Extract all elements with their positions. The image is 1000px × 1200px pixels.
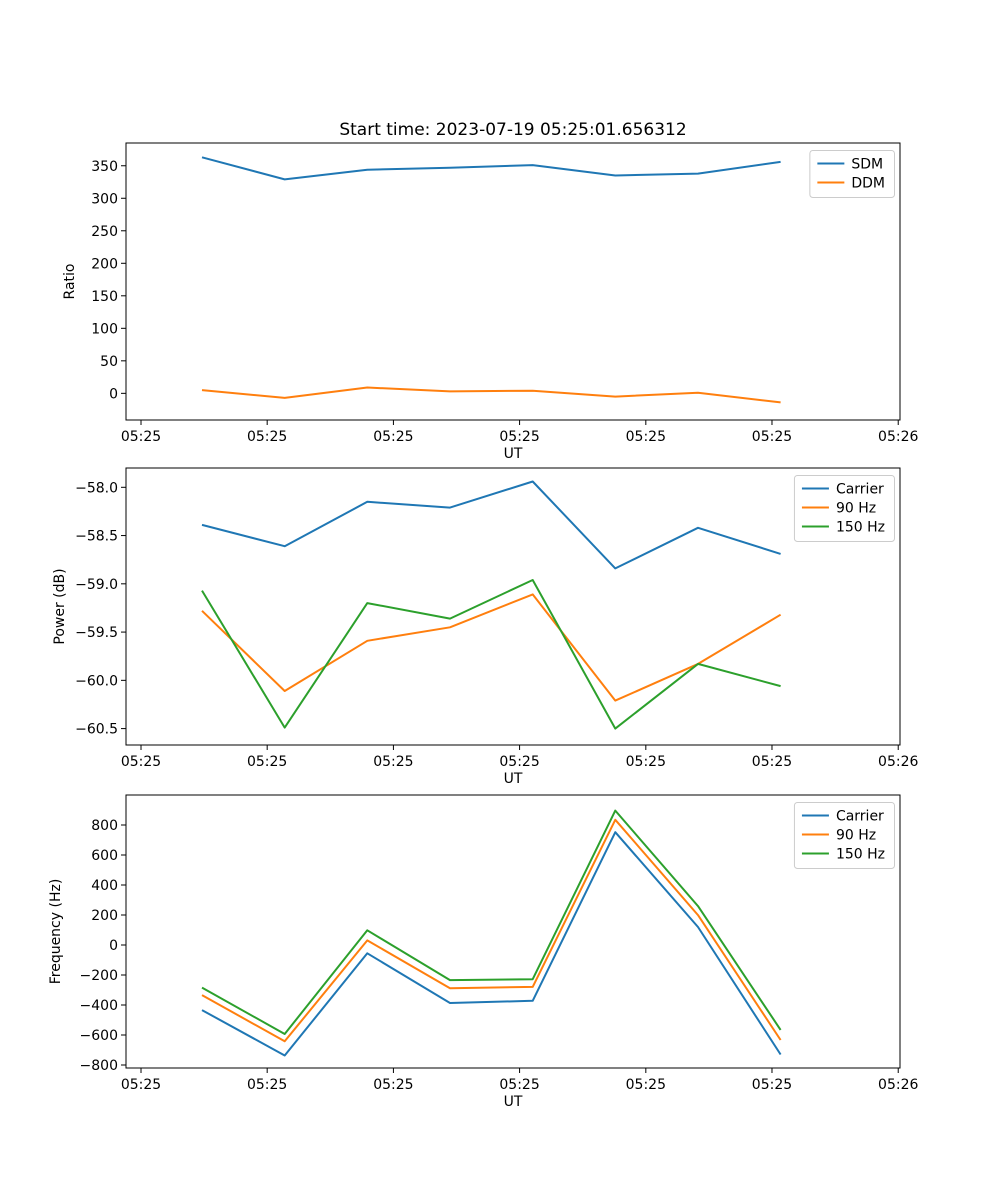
x-tick-label: 05:25: [121, 754, 161, 770]
x-tick-label: 05:25: [247, 754, 287, 770]
x-tick-label: 05:25: [626, 1077, 666, 1093]
x-tick-label: 05:25: [499, 1077, 539, 1093]
y-tick-label: 350: [91, 159, 118, 175]
plot-border: [125, 467, 901, 746]
x-tick-label: 05:25: [121, 429, 161, 445]
x-tick-label: 05:25: [247, 1077, 287, 1093]
legend-label: 90 Hz: [836, 828, 876, 844]
y-tick-label: 150: [91, 289, 118, 305]
x-tick-label: 05:25: [247, 429, 287, 445]
y-axis-label: Frequency (Hz): [48, 879, 64, 985]
y-tick-label: 0: [109, 386, 118, 402]
x-tick-label: 05:25: [752, 1077, 792, 1093]
x-tick-label: 05:25: [373, 429, 413, 445]
x-axis-label: UT: [504, 1094, 523, 1110]
y-tick-label: −600: [80, 1028, 118, 1044]
y-axis-label: Power (dB): [52, 568, 68, 644]
x-tick-label: 05:25: [499, 754, 539, 770]
legend-label: Carrier: [836, 482, 884, 498]
y-tick-label: 300: [91, 191, 118, 207]
series-line-ddm: [201, 386, 781, 404]
legend-label: 150 Hz: [836, 520, 885, 536]
legend: Carrier 90 Hz 150 Hz: [793, 802, 895, 869]
series-line-90-hz: [201, 593, 782, 702]
plot-border: [125, 142, 901, 421]
legend-label: Carrier: [836, 809, 884, 825]
y-tick-label: 200: [91, 256, 118, 272]
y-tick-label: 600: [91, 848, 118, 864]
series-line-sdm: [201, 156, 781, 181]
x-tick-label: 05:25: [752, 429, 792, 445]
legend-label: SDM: [851, 157, 883, 173]
legend-box: [809, 150, 895, 198]
plot-border: [125, 794, 901, 1069]
y-tick-label: −58.0: [75, 480, 118, 496]
y-tick-label: −59.0: [75, 577, 118, 593]
y-tick-label: −400: [80, 998, 118, 1014]
legend-label: 150 Hz: [836, 847, 885, 863]
legend-label: 90 Hz: [836, 501, 876, 517]
x-tick-label: 05:25: [373, 754, 413, 770]
y-tick-label: 400: [91, 878, 118, 894]
x-tick-label: 05:25: [626, 429, 666, 445]
y-axis-label: Ratio: [62, 264, 78, 300]
series-line-carrier: [201, 480, 781, 570]
series-line-90-hz: [201, 818, 782, 1043]
legend: Carrier 90 Hz 150 Hz: [793, 475, 895, 542]
y-tick-label: −200: [80, 968, 118, 984]
figure-title: Start time: 2023-07-19 05:25:01.656312: [339, 120, 687, 140]
series-line-carrier: [201, 831, 782, 1057]
y-tick-label: 0: [109, 938, 118, 954]
legend-box: [793, 475, 895, 542]
x-tick-label: 05:25: [626, 754, 666, 770]
y-tick-label: 50: [100, 354, 118, 370]
x-tick-label: 05:25: [752, 754, 792, 770]
y-tick-label: −60.5: [75, 722, 118, 738]
x-tick-label: 05:25: [499, 429, 539, 445]
series-line-150-hz: [201, 809, 782, 1035]
y-tick-label: −59.5: [75, 625, 118, 641]
legend-box: [793, 802, 895, 869]
legend-label: DDM: [851, 176, 885, 192]
y-tick-label: −60.0: [75, 673, 118, 689]
x-tick-label: 05:26: [878, 429, 918, 445]
y-tick-label: −800: [80, 1058, 118, 1074]
legend: SDM DDM: [809, 150, 895, 198]
x-axis-label: UT: [504, 446, 523, 462]
y-tick-label: 800: [91, 818, 118, 834]
subplot-2: −58.0−58.5−59.0−59.5−60.0−60.505:25 05:25…: [52, 467, 918, 787]
y-tick-label: 200: [91, 908, 118, 924]
series-line-150-hz: [201, 579, 781, 730]
y-tick-label: 100: [91, 321, 118, 337]
x-tick-label: 05:25: [373, 1077, 413, 1093]
x-tick-label: 05:25: [121, 1077, 161, 1093]
subplot-1: 0 50 100 150 200 250 300 350 05:25 05:25 05:25 05:2…: [62, 142, 918, 462]
x-tick-label: 05:26: [878, 754, 918, 770]
y-tick-label: −58.5: [75, 529, 118, 545]
x-axis-label: UT: [504, 771, 523, 787]
x-tick-label: 05:26: [878, 1077, 918, 1093]
y-tick-label: 250: [91, 224, 118, 240]
